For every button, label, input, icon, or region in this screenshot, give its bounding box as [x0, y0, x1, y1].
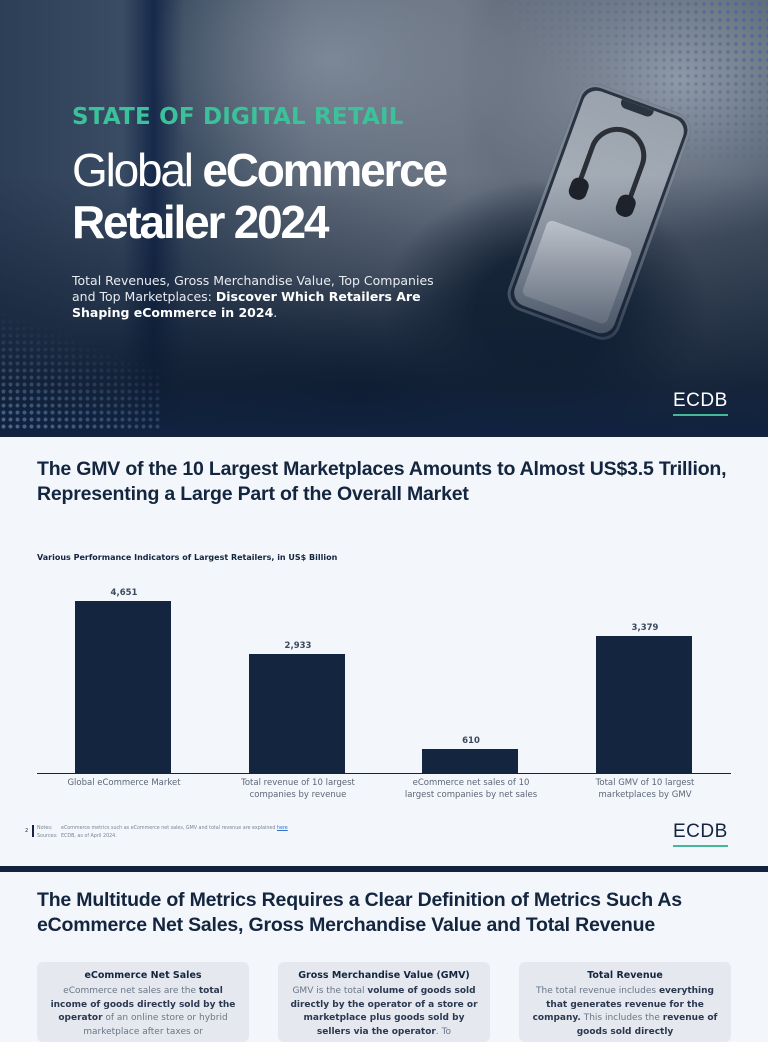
bar-value-label: 4,651: [110, 588, 138, 598]
bar-net-sales-top10: 610: [384, 601, 558, 773]
hero-text-block: STATE OF DIGITAL RETAIL Global eCommerce…: [72, 104, 512, 321]
bar-value-label: 2,933: [284, 641, 312, 651]
hero-eyebrow: STATE OF DIGITAL RETAIL: [72, 104, 404, 130]
bar: [249, 654, 345, 773]
x-axis-label: Total revenue of 10 largest companies by…: [241, 778, 355, 801]
bar-value-label: 3,379: [631, 623, 659, 633]
chart-caption: Various Performance Indicators of Larges…: [37, 553, 338, 562]
bar: [596, 636, 692, 773]
bar: [75, 601, 171, 773]
bar-global-ecommerce-market: 4,651: [37, 588, 211, 773]
hero-subtitle: Total Revenues, Gross Merchandise Value,…: [72, 272, 434, 320]
bar-value-label: 610: [462, 736, 480, 746]
x-axis-label: Global eCommerce Market: [67, 778, 181, 788]
definition-card-gmv: Gross Merchandise Value (GMV) GMV is the…: [278, 962, 490, 1042]
bar-chart: 4,651 2,933 610 3,379 Global eCommerce M…: [37, 567, 731, 807]
metric-definitions-section: The Multitude of Metrics Requires a Clea…: [0, 873, 768, 1042]
x-axis-label: Total GMV of 10 largest marketplaces by …: [595, 778, 695, 801]
definition-card-net-sales: eCommerce Net Sales eCommerce net sales …: [37, 962, 249, 1042]
logo-underline: [673, 414, 728, 416]
ecdb-logo: ECDB: [673, 390, 728, 416]
halftone-pattern-decoration: [0, 297, 160, 437]
logo-underline: [673, 845, 728, 847]
bar-gmv-top10-marketplaces: 3,379: [558, 601, 732, 773]
definition-card-total-revenue: Total Revenue The total revenue includes…: [519, 962, 731, 1042]
ecdb-logo: ECDB: [673, 821, 728, 847]
bar-total-revenue-top10: 2,933: [211, 601, 385, 773]
chart-footnote: 2 Notes: eCommerce metrics such as eComme…: [25, 825, 288, 839]
section-title: The GMV of the 10 Largest Marketplaces A…: [37, 458, 727, 506]
gmv-chart-section: The GMV of the 10 Largest Marketplaces A…: [0, 437, 768, 867]
x-axis-label: eCommerce net sales of 10 largest compan…: [404, 778, 538, 801]
notes-here-link[interactable]: here: [276, 826, 288, 831]
section-title: The Multitude of Metrics Requires a Clea…: [37, 889, 682, 937]
bar: [422, 749, 518, 773]
hero-title: Global eCommerce Retailer 2024: [72, 144, 448, 249]
page-number: 2: [25, 828, 29, 834]
section-divider: [0, 431, 768, 437]
x-axis: [37, 773, 731, 774]
section-divider: [0, 866, 768, 872]
hero-banner: STATE OF DIGITAL RETAIL Global eCommerce…: [0, 0, 768, 437]
